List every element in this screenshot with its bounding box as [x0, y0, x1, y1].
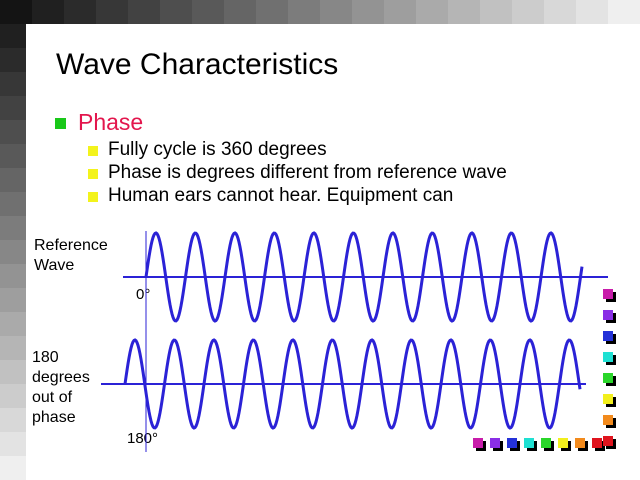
gradient-cell	[0, 456, 26, 480]
sub-bullet-square-icon	[88, 168, 98, 179]
gradient-bar-left	[0, 0, 26, 480]
phase-label-line: phase	[32, 409, 76, 426]
nav-square-icon[interactable]	[490, 438, 503, 451]
nav-square-icon[interactable]	[592, 438, 605, 451]
sub-bullet-text: Fully cycle is 360 degrees	[108, 138, 327, 160]
nav-square-icon[interactable]	[603, 394, 616, 407]
main-bullet: Phase	[55, 109, 143, 136]
gradient-cell	[0, 96, 26, 120]
gradient-cell	[0, 192, 26, 216]
gradient-cell	[416, 0, 448, 24]
nav-square-icon[interactable]	[575, 438, 588, 451]
sub-bullet: Human ears cannot hear. Equipment can	[88, 184, 507, 207]
sub-bullet-text: Phase is degrees different from referenc…	[108, 161, 507, 183]
gradient-cell	[96, 0, 128, 24]
nav-square-icon[interactable]	[558, 438, 571, 451]
reference-label-line: Wave	[34, 257, 75, 274]
gradient-cell	[0, 264, 26, 288]
phase-shifted-wave	[123, 338, 582, 430]
gradient-cell	[64, 0, 96, 24]
nav-squares-right	[603, 289, 616, 457]
main-bullet-square-icon	[55, 118, 66, 129]
nav-square-icon[interactable]	[603, 373, 616, 386]
reference-wave-label: Reference Wave	[34, 236, 108, 276]
phase-label-line: out of	[32, 389, 73, 406]
gradient-cell	[0, 144, 26, 168]
main-bullet-text: Phase	[78, 109, 144, 135]
nav-square-icon[interactable]	[603, 352, 616, 365]
gradient-cell	[608, 0, 640, 24]
sub-bullet: Fully cycle is 360 degrees	[88, 138, 507, 161]
gradient-cell	[224, 0, 256, 24]
phase-label: 180 degrees out of phase	[32, 348, 90, 428]
gradient-cell	[0, 408, 26, 432]
nav-square-icon[interactable]	[473, 438, 486, 451]
nav-squares-bottom	[473, 438, 609, 451]
gradient-cell	[320, 0, 352, 24]
nav-square-icon[interactable]	[507, 438, 520, 451]
nav-square-icon[interactable]	[603, 436, 616, 449]
gradient-cell	[160, 0, 192, 24]
gradient-cell	[0, 288, 26, 312]
phase-label-line: degrees	[32, 369, 90, 386]
reference-label-line: Reference	[34, 237, 108, 254]
gradient-cell	[0, 48, 26, 72]
reference-wave	[144, 231, 584, 323]
gradient-cell	[128, 0, 160, 24]
gradient-cell	[544, 0, 576, 24]
gradient-cell	[512, 0, 544, 24]
sub-bullet-list: Fully cycle is 360 degrees Phase is degr…	[88, 138, 507, 207]
nav-square-icon[interactable]	[603, 415, 616, 428]
gradient-cell	[0, 312, 26, 336]
gradient-cell	[0, 216, 26, 240]
gradient-cell	[256, 0, 288, 24]
slide-title: Wave Characteristics	[56, 48, 339, 81]
sub-bullet: Phase is degrees different from referenc…	[88, 161, 507, 184]
sub-bullet-square-icon	[88, 145, 98, 156]
gradient-cell	[0, 432, 26, 456]
gradient-cell	[0, 360, 26, 384]
gradient-cell	[352, 0, 384, 24]
gradient-cell	[0, 240, 26, 264]
one-eighty-degree-label: 180°	[127, 430, 159, 447]
gradient-cell	[288, 0, 320, 24]
gradient-cell	[576, 0, 608, 24]
gradient-cell	[0, 0, 26, 24]
gradient-cell	[0, 336, 26, 360]
gradient-cell	[448, 0, 480, 24]
nav-square-icon[interactable]	[603, 331, 616, 344]
gradient-cell	[0, 168, 26, 192]
gradient-cell	[480, 0, 512, 24]
sub-bullet-square-icon	[88, 191, 98, 202]
gradient-cell	[0, 384, 26, 408]
gradient-bar-top	[0, 0, 640, 24]
gradient-cell	[0, 72, 26, 96]
nav-square-icon[interactable]	[541, 438, 554, 451]
sub-bullet-text: Human ears cannot hear. Equipment can	[108, 184, 454, 206]
nav-square-icon[interactable]	[603, 289, 616, 302]
zero-degree-label: 0°	[136, 286, 151, 303]
gradient-cell	[0, 120, 26, 144]
nav-square-icon[interactable]	[524, 438, 537, 451]
gradient-cell	[192, 0, 224, 24]
gradient-cell	[384, 0, 416, 24]
gradient-cell	[32, 0, 64, 24]
nav-square-icon[interactable]	[603, 310, 616, 323]
phase-label-line: 180	[32, 349, 59, 366]
gradient-cell	[0, 24, 26, 48]
